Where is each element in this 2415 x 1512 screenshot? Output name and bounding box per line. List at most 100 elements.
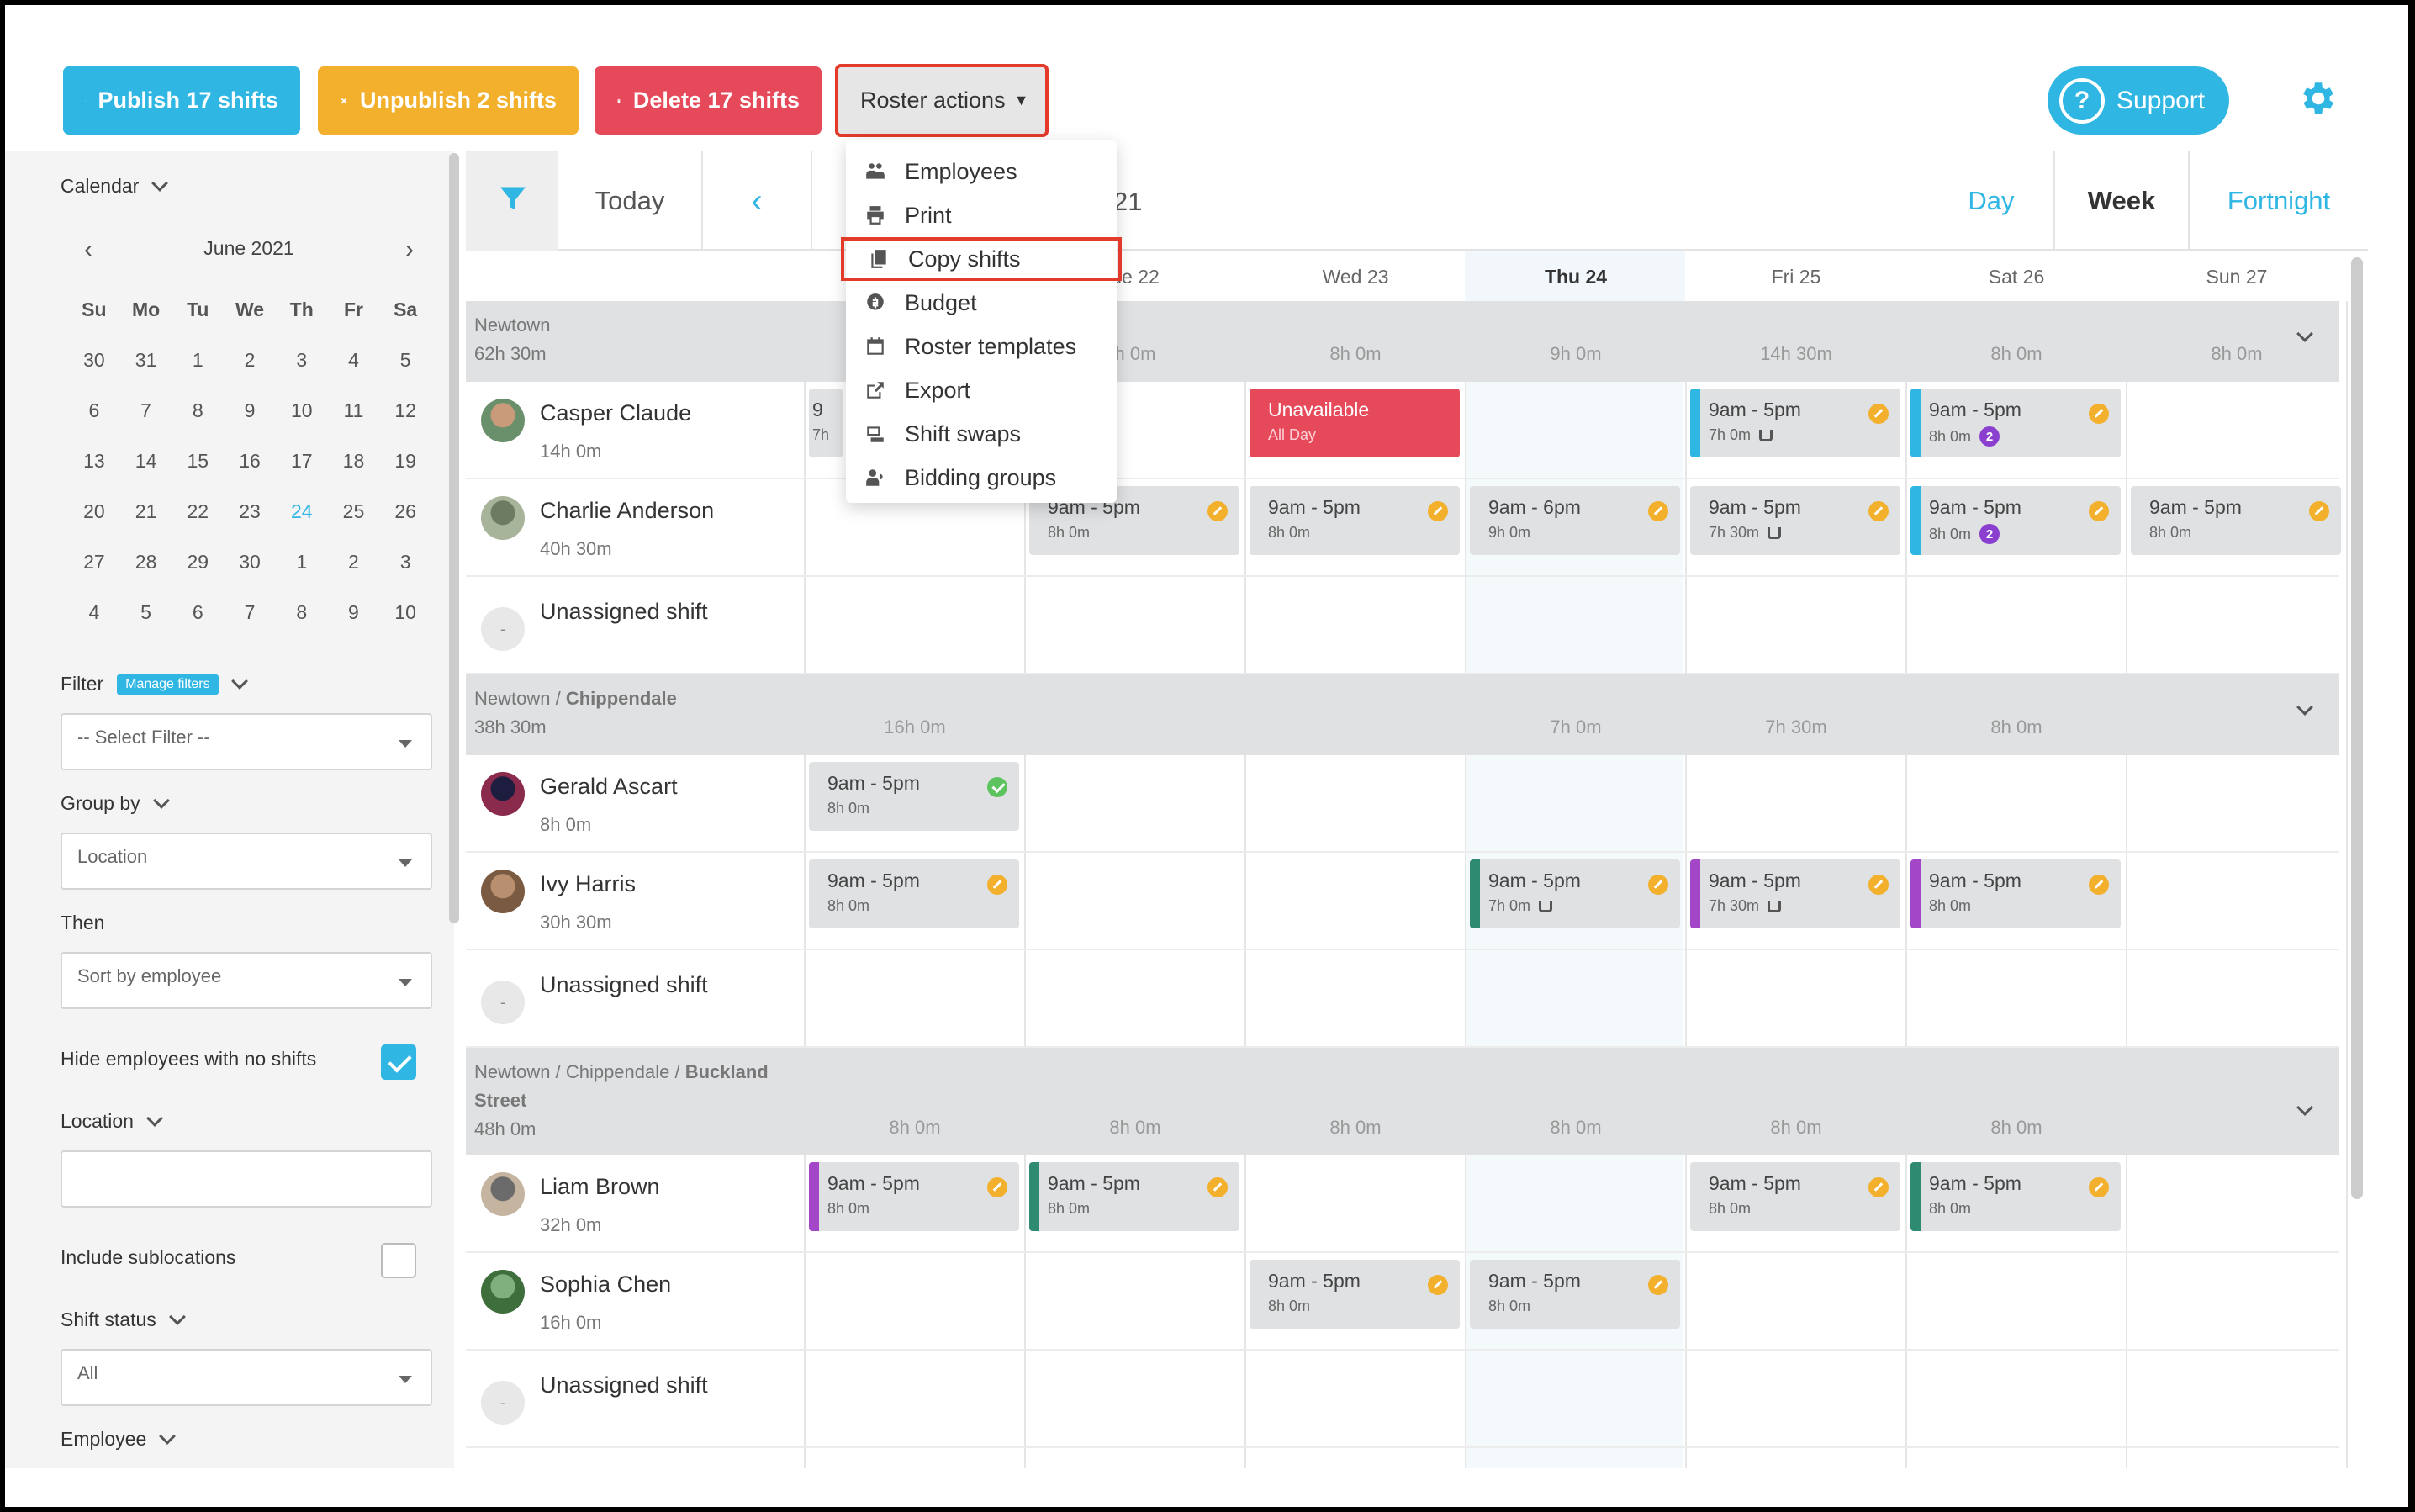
shift-card[interactable]: 9am - 5pm 8h 0m	[1910, 859, 2121, 928]
calendar-day[interactable]: 31	[135, 348, 157, 371]
shift-card[interactable]: 9am - 5pm 8h 0m	[1910, 1162, 2121, 1231]
location-group-header[interactable]: Newtown / Chippendale 38h 30m 16h 0m 7h 0m 7…	[466, 674, 2339, 755]
calendar-day[interactable]: 17	[290, 449, 313, 472]
view-fortnight-tab[interactable]: Fortnight	[2227, 186, 2331, 215]
filter-select[interactable]: -- Select Filter --	[61, 713, 432, 770]
calendar-day[interactable]: 9	[348, 600, 359, 623]
calendar-day[interactable]: 23	[239, 500, 261, 522]
location-header[interactable]: Location	[61, 1109, 163, 1133]
delete-shifts-button[interactable]: Delete 17 shifts	[595, 66, 822, 135]
calendar-day[interactable]: 12	[394, 399, 416, 421]
calendar-day[interactable]: 25	[342, 500, 365, 522]
menu-item-copy-shifts[interactable]: Copy shifts	[841, 237, 1122, 281]
calendar-day[interactable]: 20	[83, 500, 105, 522]
employee-name[interactable]: Gerald Ascart	[540, 774, 678, 799]
calendar-day[interactable]: 6	[192, 600, 203, 623]
calendar-day[interactable]: 19	[394, 449, 416, 472]
shift-card[interactable]: 9am - 5pm 8h 0m 2	[1910, 389, 2121, 457]
calendar-day[interactable]: 28	[135, 550, 157, 573]
shift-card[interactable]: 9am - 5pm 8h 0m	[1250, 1260, 1460, 1329]
calendar-day[interactable]: 27	[83, 550, 105, 573]
location-group-header[interactable]: Newtown 62h 30m h 0m 8h 0m 9h 0m 14h 30m 8h 0m…	[466, 301, 2339, 382]
calendar-day[interactable]: 15	[187, 449, 209, 472]
menu-item-bidding-groups[interactable]: Bidding groups	[846, 456, 1117, 500]
calendar-day[interactable]: 10	[290, 399, 313, 421]
calendar-day[interactable]: 9	[244, 399, 256, 421]
calendar-day[interactable]: 5	[140, 600, 151, 623]
calendar-day[interactable]: 8	[192, 399, 203, 421]
shift-card[interactable]: 9am - 5pm 8h 0m	[1690, 1162, 1900, 1231]
employee-header[interactable]: Employee	[61, 1427, 177, 1451]
calendar-day[interactable]: 26	[394, 500, 416, 522]
prev-week-button[interactable]: ‹	[703, 151, 812, 251]
view-week-tab[interactable]: Week	[2055, 151, 2190, 251]
next-month-icon[interactable]: ›	[405, 235, 414, 263]
employee-name[interactable]: Ivy Harris	[540, 871, 636, 896]
filter-toggle[interactable]	[466, 151, 558, 251]
grid-scrollbar[interactable]	[2351, 257, 2363, 1199]
group-by-select[interactable]: Location	[61, 833, 432, 890]
calendar-day[interactable]: 22	[187, 500, 209, 522]
calendar-day[interactable]: 2	[244, 348, 256, 371]
employee-name[interactable]: Casper Claude	[540, 400, 692, 426]
calendar-day[interactable]: 5	[399, 348, 411, 371]
chevron-down-icon[interactable]	[230, 672, 248, 690]
calendar-day[interactable]: 16	[239, 449, 261, 472]
shift-card[interactable]: 9am - 5pm 8h 0m	[809, 762, 1019, 831]
then-select[interactable]: Sort by employee	[61, 952, 432, 1009]
support-button[interactable]: ? Support	[2048, 66, 2229, 135]
shift-status-select[interactable]: All	[61, 1349, 432, 1406]
unassigned-label[interactable]: Unassigned shift	[540, 599, 708, 624]
shift-card[interactable]: 9am - 5pm 7h 0m	[1470, 859, 1680, 928]
shift-card[interactable]: 9am - 5pm 8h 0m	[1250, 486, 1460, 555]
calendar-day[interactable]: 2	[348, 550, 359, 573]
calendar-day[interactable]: 21	[135, 500, 157, 522]
calendar-day[interactable]: 30	[239, 550, 261, 573]
calendar-day[interactable]: 7	[244, 600, 256, 623]
shift-card[interactable]: 9am - 5pm 8h 0m	[809, 1162, 1019, 1231]
calendar-day[interactable]: 6	[88, 399, 100, 421]
employee-name[interactable]: Charlie Anderson	[540, 498, 715, 523]
chevron-down-icon[interactable]	[2296, 1099, 2313, 1116]
calendar-day[interactable]: 1	[296, 550, 308, 573]
employee-name[interactable]: Sophia Chen	[540, 1271, 672, 1297]
group-by-header[interactable]: Group by	[61, 791, 170, 815]
unassigned-label[interactable]: Unassigned shift	[540, 1372, 708, 1398]
manage-filters-button[interactable]: Manage filters	[117, 674, 219, 695]
shift-status-header[interactable]: Shift status	[61, 1308, 186, 1331]
shift-card[interactable]: 9am - 5pm 7h 30m	[1690, 859, 1900, 928]
menu-item-export[interactable]: Export	[846, 368, 1117, 412]
calendar-day[interactable]: 30	[83, 348, 105, 371]
shift-card[interactable]: 9 7h	[809, 389, 843, 457]
chevron-down-icon[interactable]	[2296, 325, 2313, 342]
calendar-day[interactable]: 24	[290, 500, 313, 522]
shift-card[interactable]: 9am - 5pm 7h 30m	[1690, 486, 1900, 555]
calendar-day[interactable]: 14	[135, 449, 157, 472]
menu-item-budget[interactable]: Budget	[846, 281, 1117, 325]
chevron-down-icon[interactable]	[2296, 699, 2313, 716]
prev-month-icon[interactable]: ‹	[84, 235, 92, 263]
shift-card[interactable]: 9am - 5pm 8h 0m	[1470, 1260, 1680, 1329]
menu-item-print[interactable]: Print	[846, 193, 1117, 237]
shift-card[interactable]: 9am - 6pm 9h 0m	[1470, 486, 1680, 555]
calendar-day[interactable]: 13	[83, 449, 105, 472]
calendar-day[interactable]: 7	[140, 399, 151, 421]
calendar-day[interactable]: 3	[399, 550, 411, 573]
shift-card[interactable]: 9am - 5pm 8h 0m	[809, 859, 1019, 928]
unpublish-shifts-button[interactable]: Unpublish 2 shifts	[318, 66, 579, 135]
hide-employees-checkbox[interactable]	[381, 1044, 416, 1080]
sidebar-scrollbar[interactable]	[449, 153, 459, 923]
calendar-day[interactable]: 18	[342, 449, 365, 472]
unassigned-label[interactable]: Unassigned shift	[540, 972, 708, 997]
calendar-day[interactable]: 11	[343, 399, 364, 421]
unavailable-card[interactable]: Unavailable All Day	[1250, 389, 1460, 457]
employee-name[interactable]: Liam Brown	[540, 1174, 660, 1199]
shift-card[interactable]: 9am - 5pm 8h 0m	[2131, 486, 2341, 555]
gear-icon[interactable]	[2296, 77, 2338, 119]
calendar-day[interactable]: 4	[88, 600, 100, 623]
menu-item-employees[interactable]: Employees	[846, 150, 1117, 193]
menu-item-shift-swaps[interactable]: Shift swaps	[846, 412, 1117, 456]
calendar-toggle[interactable]: Calendar	[61, 174, 169, 198]
menu-item-roster-templates[interactable]: Roster templates	[846, 325, 1117, 368]
roster-actions-button[interactable]: Roster actions ▼	[835, 64, 1049, 137]
